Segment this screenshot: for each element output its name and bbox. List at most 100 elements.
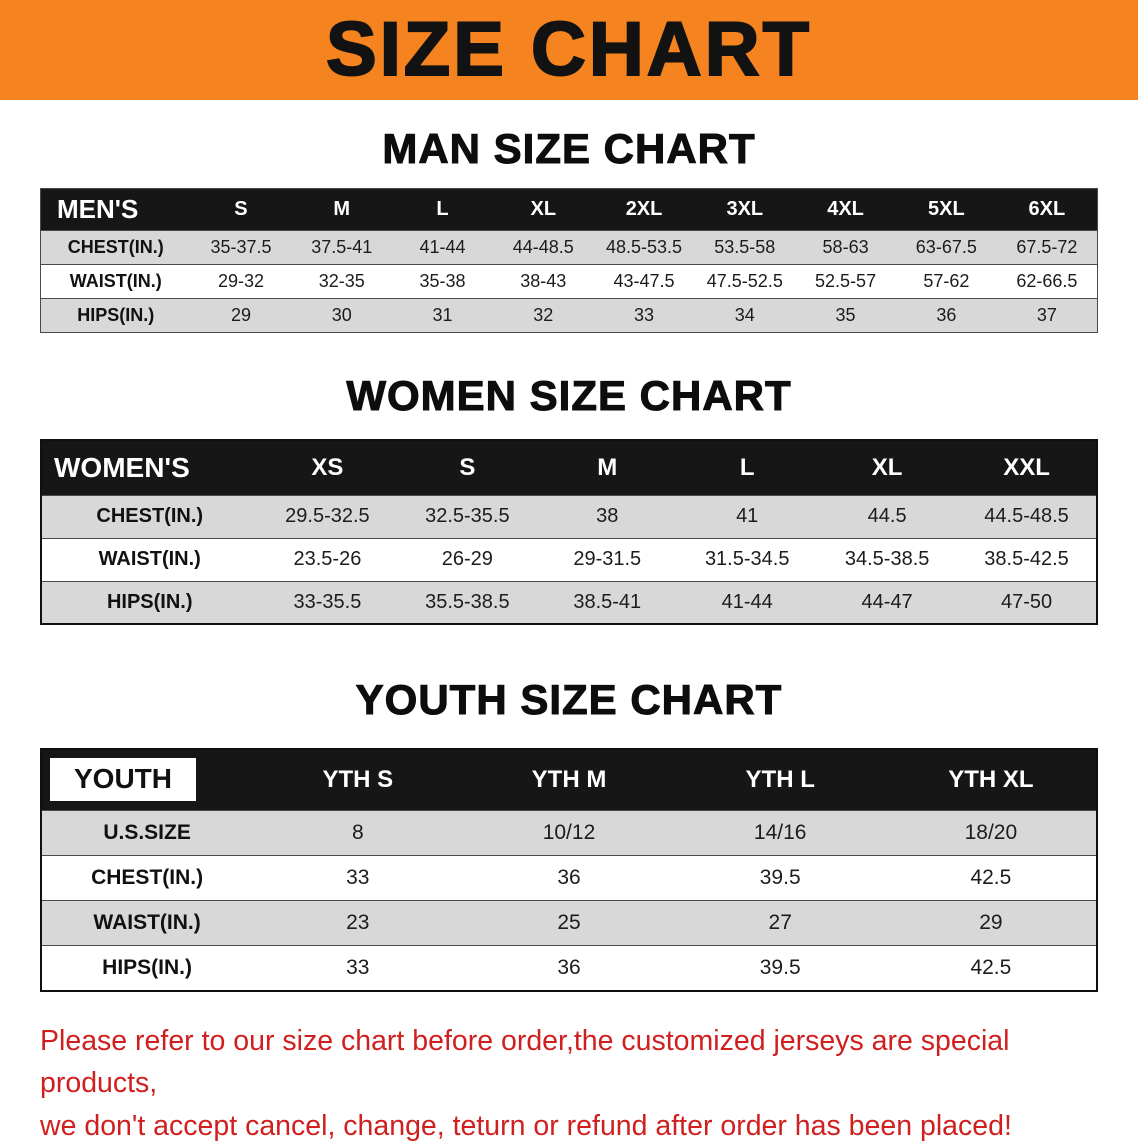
size-value: 35-37.5 <box>190 230 292 265</box>
size-value: 42.5 <box>885 855 1097 901</box>
women-size-col-header: M <box>537 440 678 496</box>
size-value: 41-44 <box>677 580 818 625</box>
size-value: 36 <box>463 855 675 901</box>
size-value: 23 <box>252 900 464 946</box>
heading-youth: YOUTH SIZE CHART <box>355 676 783 724</box>
women-size-col-header: XXL <box>957 440 1097 496</box>
size-value: 44.5 <box>817 494 958 539</box>
row-label: HIPS(IN.) <box>40 298 191 333</box>
men-size-col-header: 2XL <box>593 188 695 231</box>
men-size-col-header: M <box>291 188 393 231</box>
section-youth: YOUTH SIZE CHART YOUTH YTH S YTH M YTH L YTH … <box>40 676 1098 992</box>
row-label: U.S.SIZE <box>41 810 253 856</box>
section-men: MAN SIZE CHART MEN'S S M L XL 2XL 3XL 4XL 5XL 6XL C… <box>40 125 1098 334</box>
size-value: 31 <box>392 298 493 333</box>
size-value: 42.5 <box>885 945 1097 991</box>
youth-label-chip: YOUTH <box>50 758 196 802</box>
men-header-row: MEN'S S M L XL 2XL 3XL 4XL 5XL 6XL <box>40 188 1098 231</box>
size-value: 29 <box>885 900 1097 946</box>
men-size-col-header: L <box>392 188 493 231</box>
women-size-col-header: L <box>677 440 818 496</box>
size-value: 35 <box>795 298 896 333</box>
size-value: 32-35 <box>291 264 393 299</box>
size-value: 34 <box>694 298 796 333</box>
size-value: 33 <box>252 945 464 991</box>
size-value: 25 <box>463 900 675 946</box>
size-value: 29-31.5 <box>537 537 678 582</box>
size-value: 67.5-72 <box>996 230 1098 265</box>
section-women: WOMEN SIZE CHART WOMEN'S XS S M L XL XXL CHEST(I… <box>40 372 1098 626</box>
size-value: 30 <box>291 298 393 333</box>
women-size-table: WOMEN'S XS S M L XL XXL CHEST(IN.) 29.5-32.5 32.5… <box>40 439 1098 626</box>
table-row: WAIST(IN.) 23 25 27 29 <box>41 900 1097 946</box>
banner-title: SIZE CHART <box>325 7 812 92</box>
size-value: 33-35.5 <box>257 580 398 625</box>
youth-header-row: YOUTH YTH S YTH M YTH L YTH XL <box>41 748 1097 811</box>
row-label: CHEST(IN.) <box>41 494 258 539</box>
size-value: 47-50 <box>957 580 1097 625</box>
size-value: 35-38 <box>392 264 493 299</box>
size-value: 43-47.5 <box>593 264 695 299</box>
size-value: 23.5-26 <box>257 537 398 582</box>
size-value: 27 <box>674 900 886 946</box>
heading-women: WOMEN SIZE CHART <box>346 372 792 420</box>
size-value: 38.5-42.5 <box>957 537 1097 582</box>
size-value: 33 <box>593 298 695 333</box>
youth-size-col-header: YTH S <box>252 748 464 811</box>
size-value: 8 <box>252 810 464 856</box>
size-value: 38-43 <box>492 264 594 299</box>
size-value: 47.5-52.5 <box>694 264 796 299</box>
table-row: HIPS(IN.) 29 30 31 32 33 34 35 36 37 <box>40 298 1098 333</box>
size-value: 38.5-41 <box>537 580 678 625</box>
size-value: 41-44 <box>392 230 493 265</box>
size-value: 29.5-32.5 <box>257 494 398 539</box>
disclaimer-line-2: we don't accept cancel, change, teturn o… <box>40 1110 1012 1143</box>
size-value: 48.5-53.5 <box>593 230 695 265</box>
table-row: HIPS(IN.) 33 36 39.5 42.5 <box>41 945 1097 991</box>
size-value: 32 <box>492 298 594 333</box>
size-charts: MAN SIZE CHART MEN'S S M L XL 2XL 3XL 4XL 5XL 6XL C… <box>0 125 1138 992</box>
size-value: 18/20 <box>885 810 1097 856</box>
size-value: 31.5-34.5 <box>677 537 818 582</box>
size-value: 37 <box>996 298 1098 333</box>
size-value: 58-63 <box>795 230 896 265</box>
size-value: 29-32 <box>190 264 292 299</box>
size-value: 34.5-38.5 <box>817 537 958 582</box>
men-size-col-header: 4XL <box>795 188 896 231</box>
table-row: CHEST(IN.) 29.5-32.5 32.5-35.5 38 41 44.5 44.5… <box>41 494 1097 539</box>
heading-men: MAN SIZE CHART <box>382 125 756 172</box>
size-chart-banner: SIZE CHART <box>0 0 1138 100</box>
youth-size-col-header: YTH M <box>463 748 675 811</box>
disclaimer: Please refer to our size chart before or… <box>40 1020 1098 1148</box>
size-value: 37.5-41 <box>291 230 393 265</box>
youth-size-col-header: YTH XL <box>885 748 1097 811</box>
disclaimer-line-1: Please refer to our size chart before or… <box>40 1024 1010 1100</box>
women-size-col-header: S <box>397 440 538 496</box>
size-value: 14/16 <box>674 810 886 856</box>
row-label: WAIST(IN.) <box>41 900 253 946</box>
row-label: HIPS(IN.) <box>41 945 253 991</box>
women-size-col-header: XS <box>257 440 398 496</box>
table-row: WAIST(IN.) 29-32 32-35 35-38 38-43 43-47.5 47.… <box>40 264 1098 299</box>
youth-size-col-header: YTH L <box>674 748 886 811</box>
size-value: 35.5-38.5 <box>397 580 538 625</box>
row-label: CHEST(IN.) <box>41 855 253 901</box>
men-table-title: MEN'S <box>40 188 191 231</box>
men-size-col-header: XL <box>492 188 594 231</box>
men-size-table: MEN'S S M L XL 2XL 3XL 4XL 5XL 6XL CHEST(IN.) 35-37… <box>40 188 1098 334</box>
table-row: CHEST(IN.) 33 36 39.5 42.5 <box>41 855 1097 901</box>
size-value: 41 <box>677 494 818 539</box>
size-value: 44-48.5 <box>492 230 594 265</box>
size-value: 62-66.5 <box>996 264 1098 299</box>
men-size-col-header: 5XL <box>895 188 997 231</box>
table-row: U.S.SIZE 8 10/12 14/16 18/20 <box>41 810 1097 856</box>
size-value: 52.5-57 <box>795 264 896 299</box>
size-value: 44-47 <box>817 580 958 625</box>
size-value: 53.5-58 <box>694 230 796 265</box>
size-value: 26-29 <box>397 537 538 582</box>
size-value: 29 <box>190 298 292 333</box>
size-value: 36 <box>895 298 997 333</box>
size-value: 44.5-48.5 <box>957 494 1097 539</box>
youth-size-table: YOUTH YTH S YTH M YTH L YTH XL U.S.SIZE 8 10/12… <box>40 747 1098 992</box>
row-label: WAIST(IN.) <box>41 537 258 582</box>
